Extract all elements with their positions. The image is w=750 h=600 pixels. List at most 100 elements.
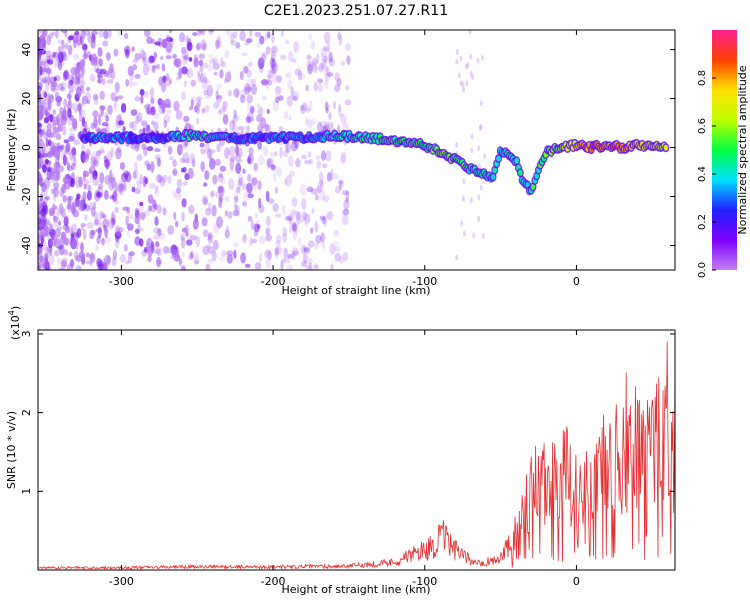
heatmap-noise-cell (241, 183, 248, 191)
heatmap-noise-cell (321, 241, 326, 250)
heatmap-noise-cell (188, 57, 193, 62)
heatmap-noise-cell (38, 151, 41, 159)
heatmap-noise-cell (204, 104, 210, 113)
heatmap-noise-cell (56, 169, 61, 181)
heatmap-noise-cell (165, 41, 173, 53)
spectrogram-y-label: Frequency (Hz) (5, 109, 18, 192)
heatmap-noise-cell (38, 42, 43, 51)
heatmap-noise-cell (150, 98, 155, 105)
heatmap-noise-cell (79, 84, 85, 91)
heatmap-noise-cell (62, 110, 69, 121)
heatmap-noise-cell (131, 143, 139, 151)
heatmap-noise-cell (127, 223, 134, 231)
colorbar-tick-label: 0.0 (697, 262, 708, 278)
heatmap-noise-cell (462, 178, 466, 185)
heatmap-noise-cell (204, 170, 210, 181)
heatmap-noise-cell (276, 75, 282, 83)
heatmap-noise-cell (38, 234, 42, 242)
heatmap-noise-cell (73, 139, 80, 146)
heatmap-noise-cell (325, 40, 331, 46)
heatmap-noise-cell (145, 103, 152, 115)
heatmap-noise-cell (57, 257, 61, 265)
heatmap-noise-cell (242, 233, 247, 244)
heatmap-noise-cell (265, 215, 271, 227)
heatmap-noise-cell (119, 254, 126, 263)
heatmap-noise-cell (97, 72, 102, 79)
heatmap-noise-cell (345, 190, 350, 203)
heatmap-noise-cell (153, 51, 158, 60)
heatmap-noise-cell (314, 66, 320, 71)
heatmap-noise-cell (280, 30, 284, 37)
heatmap-noise-cell (132, 64, 137, 71)
heatmap-noise-cell (470, 133, 474, 140)
snr-y-tick-label: 1 (20, 488, 33, 495)
heatmap-noise-cell (165, 49, 173, 59)
colorbar-tick-label: 0.4 (697, 166, 708, 182)
heatmap-noise-cell (114, 81, 120, 92)
heatmap-noise-cell (97, 183, 103, 190)
heatmap-noise-cell (312, 57, 318, 65)
heatmap-noise-cell (92, 160, 98, 166)
heatmap-noise-cell (250, 106, 255, 114)
heatmap-noise-cell (224, 210, 228, 217)
heatmap-noise-cell (81, 109, 86, 118)
heatmap-noise-cell (274, 86, 281, 97)
heatmap-noise-cell (46, 112, 51, 118)
heatmap-noise-cell (203, 182, 208, 187)
heatmap-noise-cell (55, 30, 59, 39)
heatmap-noise-cell (112, 249, 118, 260)
heatmap-noise-cell (106, 79, 114, 84)
heatmap-noise-cell (132, 171, 137, 179)
heatmap-noise-cell (340, 114, 347, 124)
heatmap-noise-cell (38, 85, 42, 93)
heatmap-noise-cell (42, 164, 47, 173)
heatmap-noise-cell (59, 187, 65, 198)
heatmap-noise-cell (232, 114, 238, 124)
heatmap-noise-cell (165, 34, 171, 42)
heatmap-noise-cell (44, 75, 49, 83)
heatmap-noise-cell (334, 72, 341, 82)
heatmap-noise-cell (70, 231, 77, 237)
heatmap-noise-cell (95, 245, 99, 251)
heatmap-noise-cell (326, 121, 333, 129)
spectrogram-x-ticks: -300 -200 -100 0 (109, 30, 580, 288)
heatmap-noise-cell (255, 219, 261, 229)
heatmap-noise-cell (136, 112, 143, 122)
heatmap-noise-cell (334, 245, 341, 253)
heatmap-noise-cell (274, 247, 280, 256)
heatmap-noise-cell (182, 181, 188, 186)
heatmap-noise-cell (43, 91, 48, 99)
heatmap-noise-cell (142, 63, 149, 76)
heatmap-noise-cell (57, 83, 64, 91)
heatmap-noise-cell (64, 52, 70, 62)
heatmap-noise-cell (178, 259, 183, 267)
heatmap-noise-cell (173, 58, 180, 67)
heatmap-noise-cell (154, 185, 158, 194)
heatmap-noise-cell (460, 220, 464, 227)
heatmap-noise-cell (167, 175, 172, 184)
heatmap-noise-cell (131, 46, 135, 52)
heatmap-noise-cell (146, 124, 151, 136)
heatmap-noise-cell (186, 239, 193, 246)
heatmap-noise-cell (118, 227, 124, 233)
heatmap-noise-cell (175, 110, 183, 120)
snr-background (38, 330, 675, 570)
heatmap-noise-cell (57, 122, 64, 132)
heatmap-noise-cell (81, 95, 89, 105)
heatmap-noise-cell (139, 238, 144, 247)
heatmap-noise-cell (117, 30, 123, 37)
heatmap-noise-cell (305, 117, 309, 126)
colorbar: 0.0 0.2 0.4 0.6 0.8 Normalized spectral ampl… (697, 30, 749, 278)
heatmap-noise-cell (311, 60, 318, 68)
heatmap-noise-cell (162, 75, 167, 84)
heatmap-noise-cell (71, 147, 77, 156)
heatmap-noise-cell (302, 246, 309, 252)
heatmap-noise-cell (478, 125, 482, 132)
heatmap-noise-cell (80, 242, 84, 253)
heatmap-noise-cell (238, 177, 244, 186)
heatmap-noise-cell (230, 32, 235, 45)
heatmap-noise-cell (76, 103, 82, 112)
heatmap-noise-cell (229, 120, 236, 131)
heatmap-noise-cell (90, 206, 96, 217)
heatmap-noise-cell (251, 238, 257, 244)
